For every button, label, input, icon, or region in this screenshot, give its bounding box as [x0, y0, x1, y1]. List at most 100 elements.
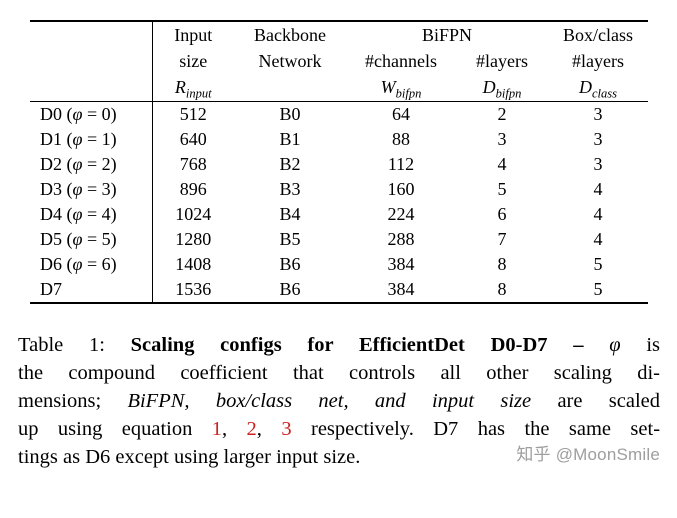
caption-text: φ: [609, 334, 621, 357]
phi-symbol: φ: [72, 229, 83, 250]
model-name: D6: [40, 254, 62, 275]
model-name: D7: [40, 279, 62, 300]
input-size-cell: 1280: [175, 229, 212, 250]
table-row: D7 1536 B6 384 8 5: [30, 277, 648, 304]
caption-text: is: [620, 334, 660, 357]
caption-text: ,: [222, 418, 247, 441]
watermark-handle: @MoonSmile: [555, 445, 660, 465]
header-channels-label: #channels: [365, 51, 437, 71]
caption-text: tings as D6 except using larger input si…: [18, 446, 361, 469]
header-backbone-line1: Backbone: [254, 25, 326, 45]
phi-annotation: (φ = 0): [62, 104, 117, 125]
header-input-line2: size: [179, 51, 208, 71]
model-name: D4: [40, 204, 62, 225]
model-name: D5: [40, 229, 62, 250]
table-row: D0 (φ = 0) 512 B0 64 2 3: [30, 101, 648, 128]
backbone-cell: B4: [279, 204, 301, 225]
phi-symbol: φ: [72, 179, 83, 200]
bifpn-channels-cell: 224: [387, 204, 415, 225]
caption-text: BiFPN, box/class net, and input size: [127, 390, 532, 413]
table-caption: Table 1: Scaling configs for EfficientDe…: [18, 331, 660, 471]
model-label-cell: D3 (φ = 3): [30, 177, 153, 203]
caption-text: mensions;: [18, 390, 128, 413]
backbone-cell: B6: [279, 279, 301, 300]
header-box-class-line1: Box/class: [563, 25, 633, 45]
box-class-layers-cell: 3: [593, 129, 603, 150]
phi-annotation: (φ = 2): [62, 154, 117, 175]
header-bifpn-layers-math: Dbifpn: [456, 74, 548, 102]
model-name: D1: [40, 129, 62, 150]
equation-ref-link[interactable]: 2: [246, 418, 257, 441]
header-model-column: [30, 48, 153, 74]
table-row: D2 (φ = 2) 768 B2 112 4 3: [30, 152, 648, 178]
watermark: 知乎 @MoonSmile: [516, 441, 660, 469]
input-size-cell: 768: [179, 154, 207, 175]
input-size-cell: 1536: [175, 279, 212, 300]
phi-symbol: φ: [72, 104, 83, 125]
caption-line: the compound coefficient that controls a…: [18, 359, 660, 387]
equation-ref-link[interactable]: 1: [211, 418, 222, 441]
model-name: D3: [40, 179, 62, 200]
phi-symbol: φ: [72, 204, 83, 225]
bifpn-layers-cell: 7: [497, 229, 507, 250]
watermark-brand: 知乎: [516, 445, 551, 465]
box-class-layers-cell: 5: [593, 279, 603, 300]
box-class-layers-cell: 5: [593, 254, 603, 275]
header-backbone-math-empty: [234, 74, 346, 102]
caption-line: Table 1: Scaling configs for EfficientDe…: [18, 331, 660, 359]
backbone-cell: B0: [279, 104, 301, 125]
bifpn-channels-cell: 384: [387, 254, 415, 275]
bifpn-layers-cell: 3: [497, 129, 507, 150]
header-model-column: [30, 21, 153, 48]
backbone-cell: B3: [279, 179, 301, 200]
box-class-layers-cell: 3: [593, 154, 603, 175]
caption-text: the compound coefficient that controls a…: [18, 362, 660, 385]
phi-annotation: (φ = 1): [62, 129, 117, 150]
math-symbol: W: [380, 77, 396, 97]
equation-ref-link[interactable]: 3: [281, 418, 292, 441]
phi-symbol: φ: [72, 129, 83, 150]
model-label-cell: D7: [30, 277, 153, 304]
header-row-2: size Network #channels #layers #layers: [30, 48, 648, 74]
math-subscript: class: [592, 86, 617, 101]
table-row: D3 (φ = 3) 896 B3 160 5 4: [30, 177, 648, 203]
math-subscript: bifpn: [395, 86, 422, 101]
scaling-config-table: Input Backbone BiFPN Box/class size Netw…: [30, 20, 648, 305]
box-class-layers-cell: 4: [593, 229, 603, 250]
caption-text: are scaled: [531, 390, 660, 413]
phi-symbol: φ: [72, 254, 83, 275]
bifpn-channels-cell: 160: [387, 179, 415, 200]
table-body: D0 (φ = 0) 512 B0 64 2 3 D1 (φ = 1) 640 B1 88 3 3 D2…: [30, 101, 648, 304]
math-symbol: D: [579, 77, 592, 97]
caption-line: mensions; BiFPN, box/class net, and inpu…: [18, 387, 660, 415]
bifpn-channels-cell: 288: [387, 229, 415, 250]
model-name: D0: [40, 104, 62, 125]
phi-annotation: (φ = 3): [62, 179, 117, 200]
input-size-cell: 640: [179, 129, 207, 150]
caption-text: Table 1:: [18, 334, 131, 357]
phi-annotation: (φ = 6): [62, 254, 117, 275]
header-row-1: Input Backbone BiFPN Box/class: [30, 21, 648, 48]
input-size-cell: 1408: [175, 254, 212, 275]
header-channels-math: Wbifpn: [346, 74, 456, 102]
header-box-class-line2: #layers: [572, 51, 624, 71]
math-symbol: R: [174, 77, 186, 97]
phi-symbol: φ: [72, 154, 83, 175]
header-bifpn-layers-label: #layers: [476, 51, 528, 71]
backbone-cell: B5: [279, 229, 301, 250]
table-row: D5 (φ = 5) 1280 B5 288 7 4: [30, 227, 648, 253]
bifpn-layers-cell: 6: [497, 204, 507, 225]
header-backbone-line2: Network: [258, 51, 322, 71]
model-name: D2: [40, 154, 62, 175]
model-label-cell: D6 (φ = 6): [30, 252, 153, 278]
box-class-layers-cell: 3: [593, 104, 603, 125]
box-class-layers-cell: 4: [593, 179, 603, 200]
caption-line: up using equation 1, 2, 3 respectively. …: [18, 415, 660, 443]
phi-annotation: (φ = 4): [62, 204, 117, 225]
bifpn-layers-cell: 8: [497, 279, 507, 300]
model-label-cell: D2 (φ = 2): [30, 152, 153, 178]
caption-text: up using equation: [18, 418, 212, 441]
bifpn-channels-cell: 384: [387, 279, 415, 300]
header-model-column: [30, 74, 153, 102]
bifpn-channels-cell: 64: [392, 104, 410, 125]
